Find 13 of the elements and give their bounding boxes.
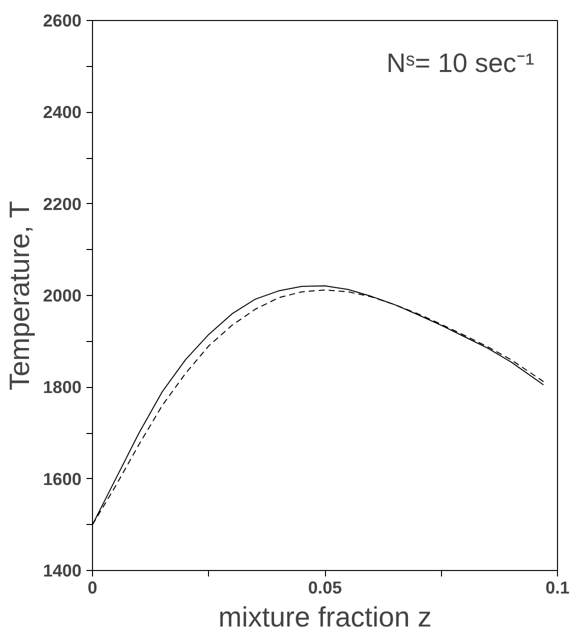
x-axis-title: mixture fraction z [218,602,432,632]
y-axis-title: Temperature, T [4,201,35,390]
y-tick-label: 2600 [42,10,82,30]
y-tick-label: 2200 [42,194,82,214]
x-tick-label: 0.1 [545,578,570,598]
x-tick-label: 0.05 [308,578,342,598]
y-tick-label: 1800 [42,377,82,398]
y-tick-label: 2000 [42,286,82,306]
annotation: Nˢ= 10 sec⁻¹ [386,48,534,78]
y-tick-label: 1400 [42,560,82,580]
y-tick-label: 2400 [42,102,82,122]
y-tick-label: 1600 [42,468,82,489]
x-tick-label: 0 [88,578,98,598]
